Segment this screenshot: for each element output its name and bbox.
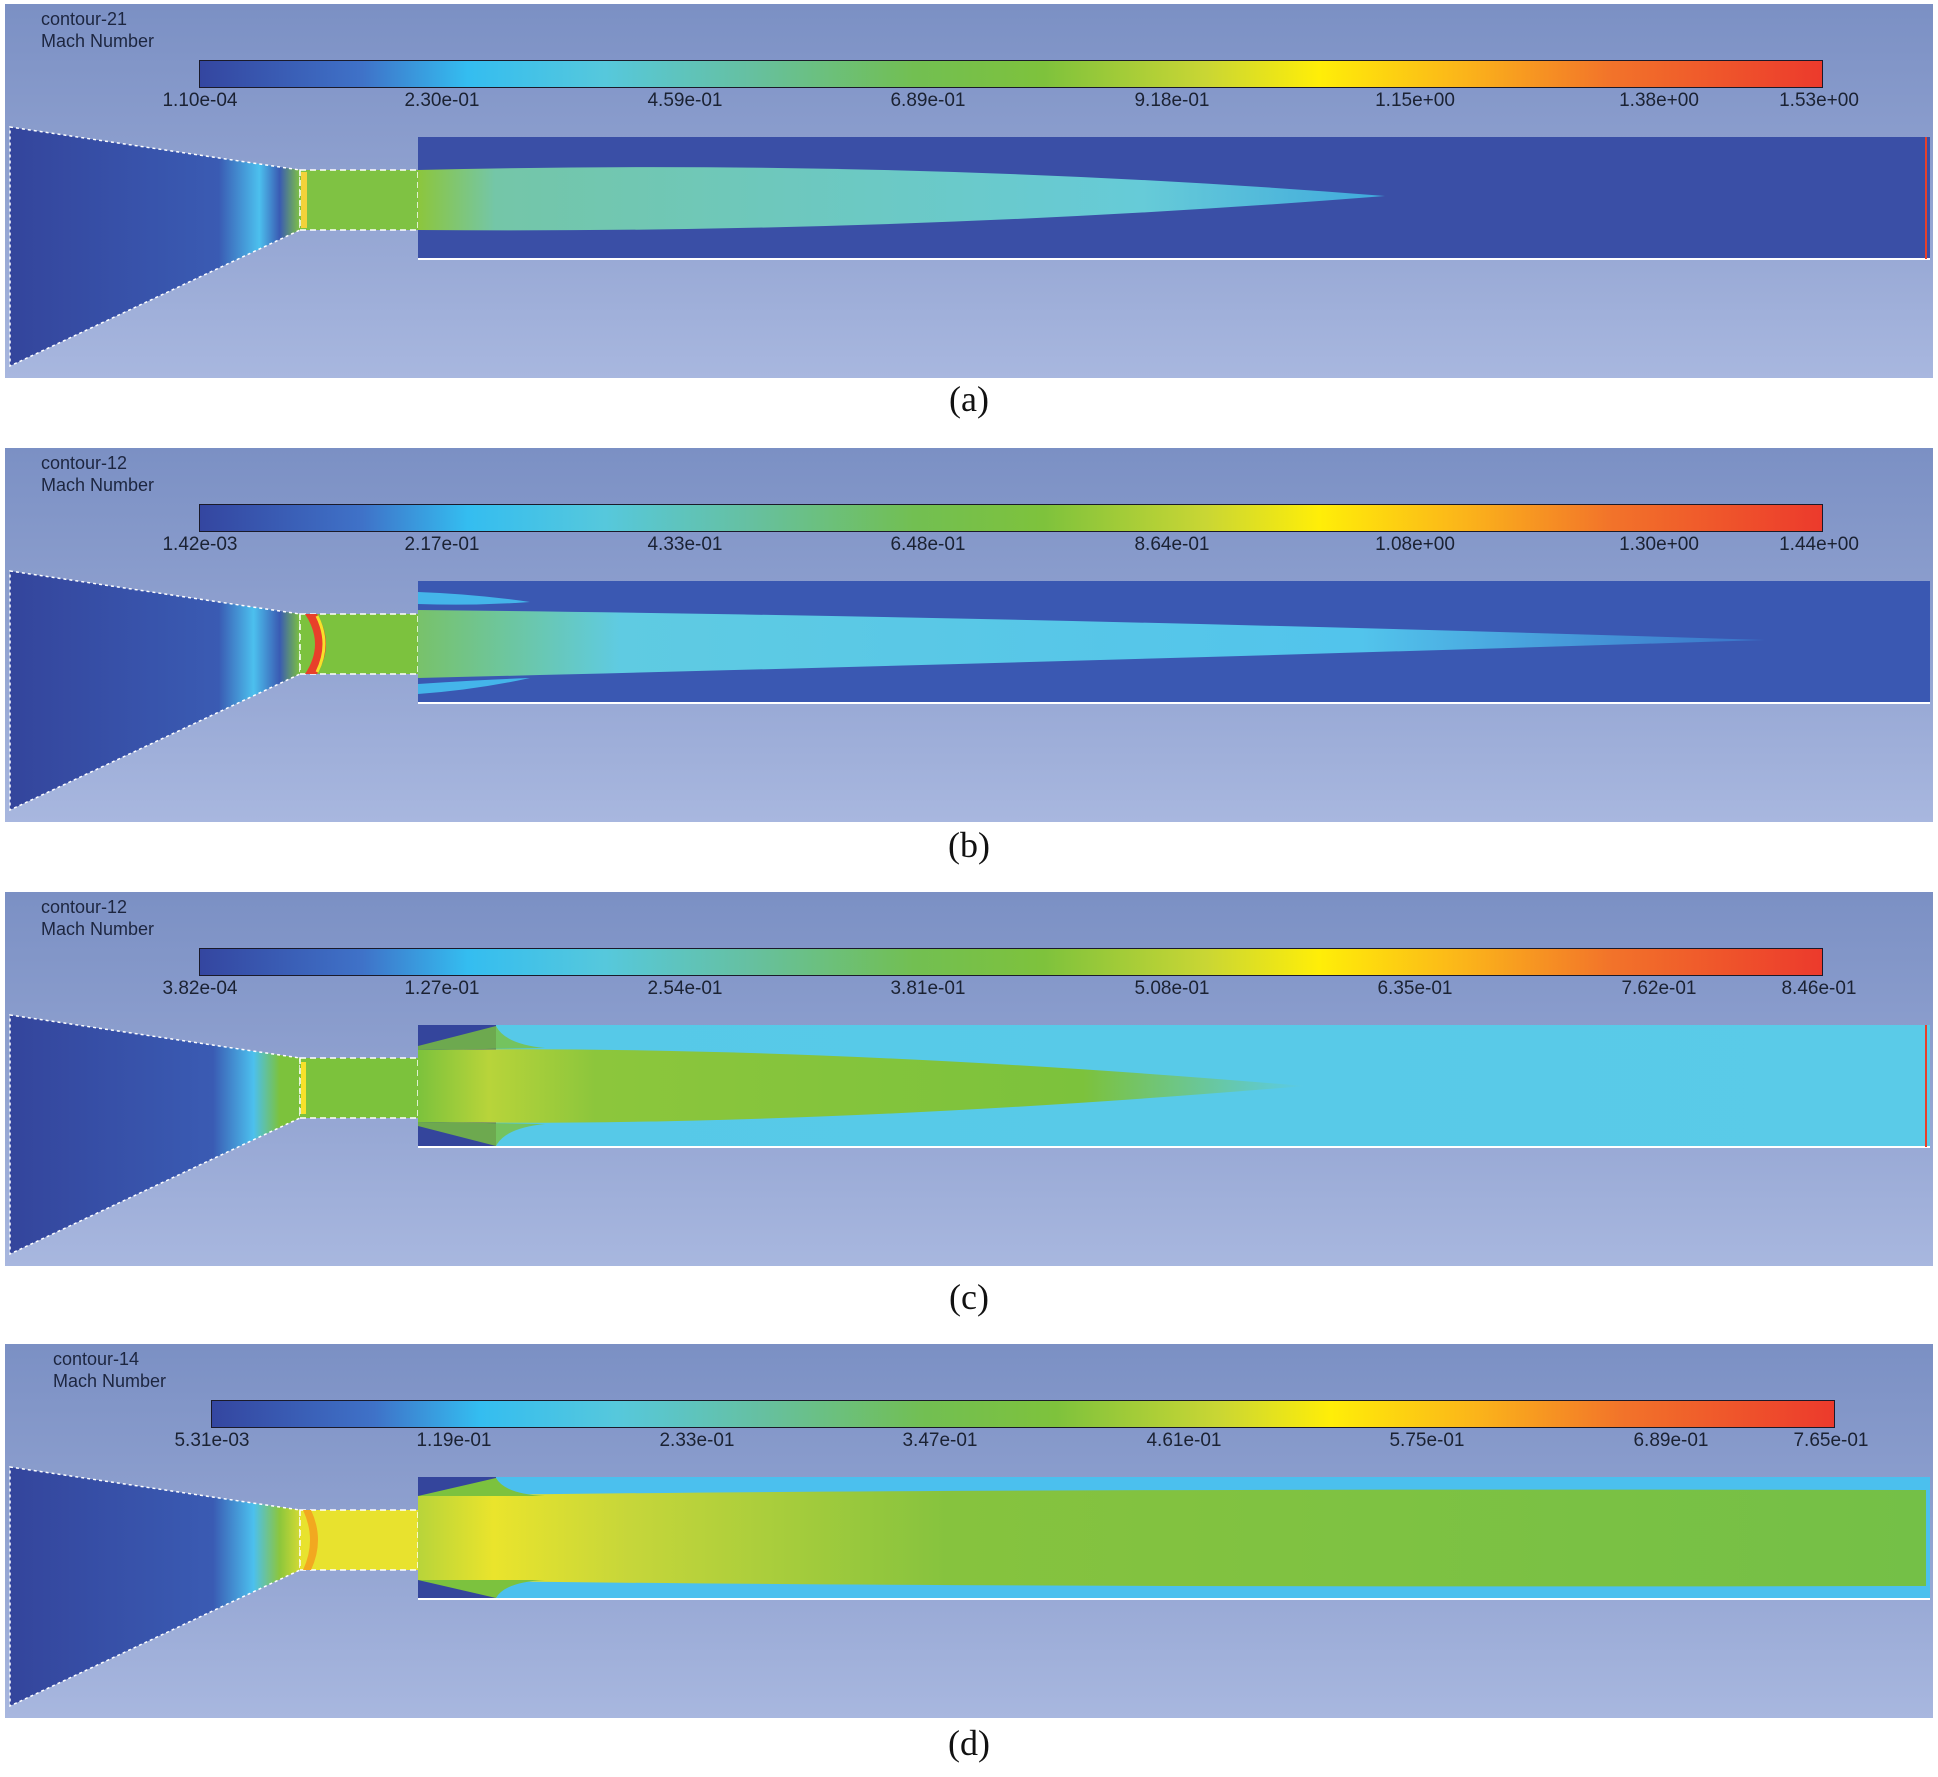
caption-a: (a) <box>949 379 989 419</box>
panel-title: contour-12 Mach Number <box>41 896 154 940</box>
jet-core <box>418 610 1765 678</box>
variable-name: Mach Number <box>53 1371 167 1391</box>
tick-label: 1.44e+00 <box>1779 534 1859 555</box>
tick-label: 3.47e-01 <box>902 1430 978 1451</box>
shock-region <box>303 1510 318 1570</box>
contour-panel-d: contour-14 Mach Number 5.31e-03 1.19e-01… <box>5 1344 1933 1718</box>
contour-panel-b: contour-12 Mach Number 1.42e-03 2.17e-01… <box>5 448 1933 822</box>
tick-label: 2.30e-01 <box>404 90 480 111</box>
tick-label: 2.33e-01 <box>659 1430 735 1451</box>
flow-field <box>9 126 1930 368</box>
panel-title: contour-12 Mach Number <box>41 452 154 496</box>
tick-label: 5.31e-03 <box>174 1430 250 1451</box>
tick-label: 6.48e-01 <box>890 534 966 555</box>
tick-label: 5.08e-01 <box>1134 978 1210 999</box>
panel-title: contour-21 Mach Number <box>41 8 154 52</box>
throat-section <box>299 169 419 231</box>
nozzle-section <box>9 126 301 368</box>
tick-label: 1.30e+00 <box>1619 534 1699 555</box>
tick-label: 5.75e-01 <box>1389 1430 1465 1451</box>
tick-label: 6.35e-01 <box>1377 978 1453 999</box>
tick-label: 9.18e-01 <box>1134 90 1210 111</box>
tick-label: 2.17e-01 <box>404 534 480 555</box>
variable-name: Mach Number <box>41 31 155 51</box>
tick-label: 1.42e-03 <box>162 534 238 555</box>
colorbar <box>199 60 1823 88</box>
contour-name: contour-12 <box>41 453 128 473</box>
contour-name: contour-14 <box>53 1349 140 1369</box>
tick-label: 6.89e-01 <box>1633 1430 1709 1451</box>
tick-label: 8.64e-01 <box>1134 534 1210 555</box>
nozzle-section <box>9 1014 301 1256</box>
contour-name: contour-21 <box>41 9 128 29</box>
secondary-stream-bottom <box>418 1580 545 1598</box>
nozzle-section <box>9 570 301 812</box>
shock-region <box>301 1062 306 1114</box>
throat-section <box>299 1509 419 1571</box>
throat-section <box>299 1057 419 1119</box>
colorbar <box>199 948 1823 976</box>
jet-core <box>418 167 1385 231</box>
tick-label: 3.82e-04 <box>162 978 238 999</box>
flow-field <box>9 1466 1930 1708</box>
tick-label: 1.08e+00 <box>1375 534 1455 555</box>
tick-label: 1.38e+00 <box>1619 90 1699 111</box>
nozzle-section <box>9 1466 301 1708</box>
tick-label: 4.59e-01 <box>647 90 723 111</box>
tick-label: 1.15e+00 <box>1375 90 1455 111</box>
secondary-stream-bottom <box>418 1122 545 1146</box>
colorbar <box>199 504 1823 532</box>
tick-label: 4.61e-01 <box>1146 1430 1222 1451</box>
tick-label: 1.27e-01 <box>404 978 480 999</box>
tick-label: 8.46e-01 <box>1781 978 1857 999</box>
tick-label: 1.10e-04 <box>162 90 238 111</box>
jet-core <box>418 1489 1926 1587</box>
panel-title: contour-14 Mach Number <box>53 1348 166 1392</box>
variable-name: Mach Number <box>41 919 155 939</box>
tick-label: 3.81e-01 <box>890 978 966 999</box>
shock-region <box>301 172 307 228</box>
secondary-stream-top <box>418 592 530 605</box>
colorbar <box>211 1400 1835 1428</box>
secondary-stream-top <box>418 1026 545 1050</box>
flow-field <box>9 1014 1930 1256</box>
jet-core <box>418 1049 1305 1123</box>
caption-b: (b) <box>948 825 990 865</box>
contour-panel-a: contour-21 Mach Number 1.10e-04 2.30e-01… <box>5 4 1933 378</box>
contour-panel-c: contour-12 Mach Number 3.82e-04 1.27e-01… <box>5 892 1933 1266</box>
secondary-stream-bottom <box>418 678 530 694</box>
tick-label: 7.62e-01 <box>1621 978 1697 999</box>
tick-label: 6.89e-01 <box>890 90 966 111</box>
contour-name: contour-12 <box>41 897 128 917</box>
tick-label: 2.54e-01 <box>647 978 723 999</box>
variable-name: Mach Number <box>41 475 155 495</box>
flow-field <box>9 570 1930 812</box>
secondary-stream-top <box>418 1478 545 1496</box>
tick-label: 1.53e+00 <box>1779 90 1859 111</box>
tick-label: 1.19e-01 <box>416 1430 492 1451</box>
tick-label: 4.33e-01 <box>647 534 723 555</box>
caption-c: (c) <box>949 1277 989 1317</box>
caption-d: (d) <box>948 1723 990 1763</box>
tick-label: 7.65e-01 <box>1793 1430 1869 1451</box>
